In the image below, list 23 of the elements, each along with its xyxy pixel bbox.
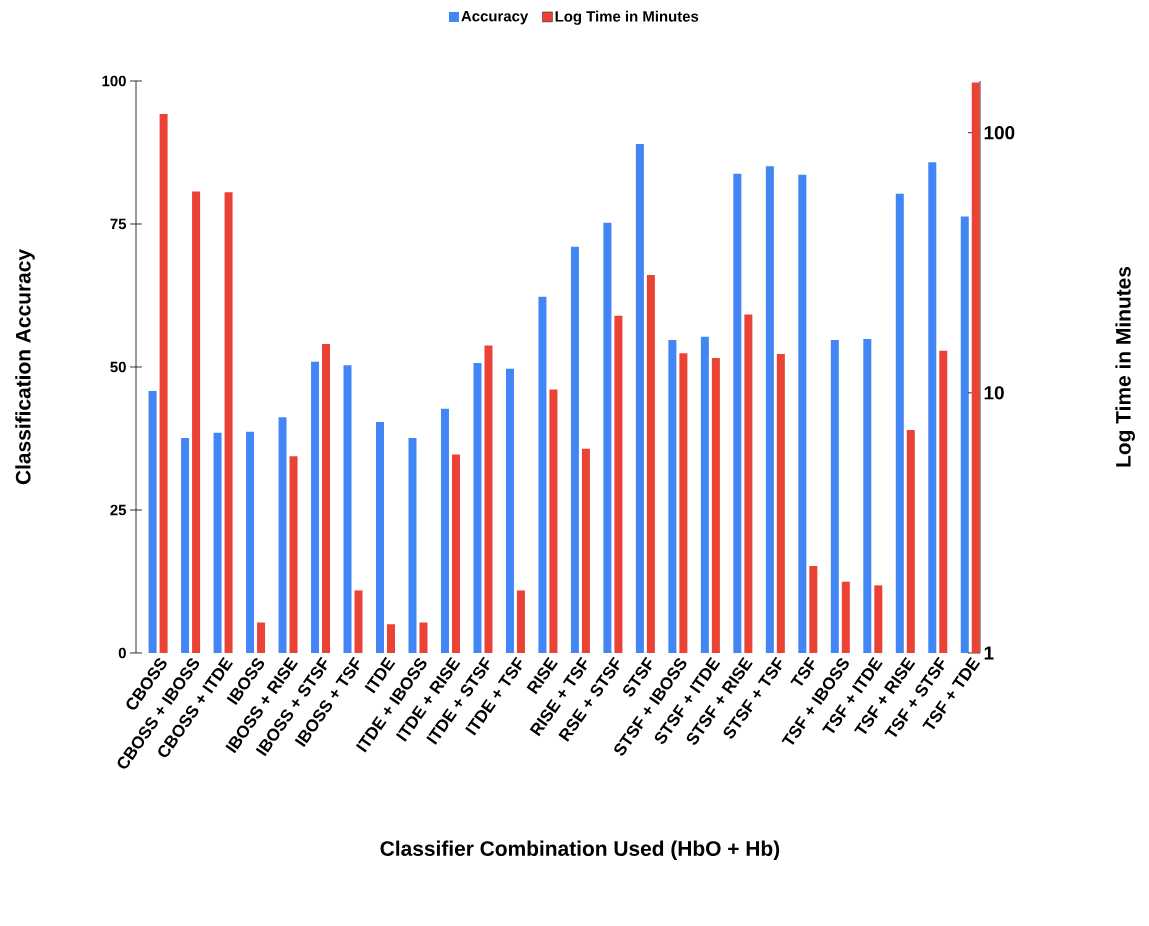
bar [895, 193, 904, 653]
bar [505, 368, 514, 653]
legend-label: Log Time in Minutes [555, 10, 699, 25]
y2-axis-title: Log Time in Minutes [1115, 266, 1135, 467]
bar [863, 338, 872, 653]
legend-label: Accuracy [461, 11, 529, 25]
y-tick-label: 100 [102, 75, 126, 87]
bar [343, 365, 352, 653]
x-axis-title: Classifier Combination Used (HbO + Hb) [380, 840, 780, 861]
y-axis-title: Classification Accuracy [15, 249, 35, 485]
y-tick-label: 50 [110, 361, 126, 373]
y-tick-label: 25 [110, 504, 127, 516]
y2-tick-label: 100 [984, 125, 1015, 140]
y2-tick-label: 1 [984, 646, 994, 660]
bar [246, 431, 255, 653]
bar [376, 421, 384, 653]
bar [440, 408, 449, 653]
bar [408, 437, 417, 653]
bar [830, 340, 839, 653]
y-tick-label: 75 [110, 218, 127, 230]
y-tick-label: 0 [118, 647, 126, 659]
bar [798, 174, 807, 653]
y2-tick-label: 10 [984, 386, 1004, 400]
